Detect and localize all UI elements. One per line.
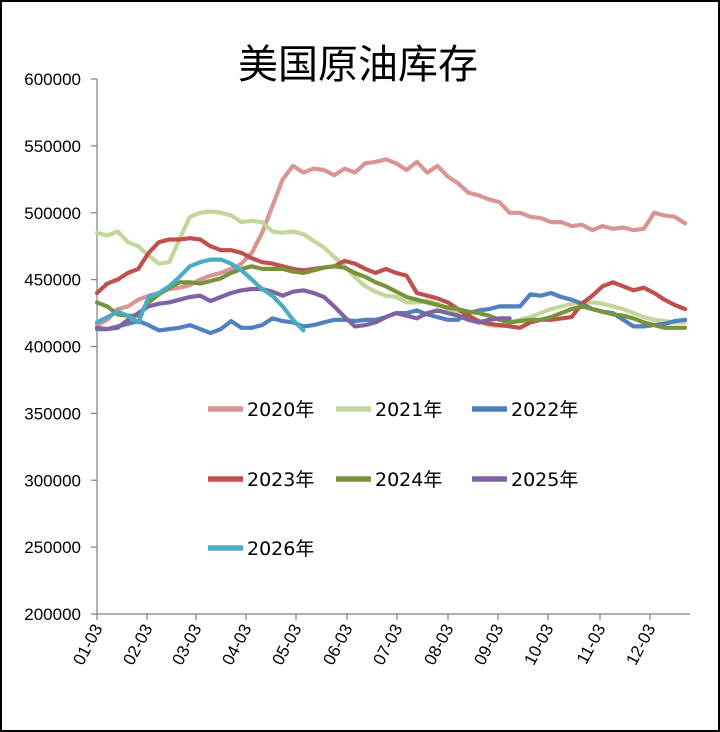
legend-label-4: 2024年 [375, 469, 442, 491]
x-tick-label: 03-03 [168, 621, 205, 668]
x-tick-label: 07-03 [369, 621, 406, 668]
y-tick-label: 250000 [24, 538, 81, 557]
y-tick-label: 300000 [24, 471, 81, 490]
legend-label-6: 2026年 [247, 538, 314, 560]
x-tick-label: 10-03 [520, 621, 557, 668]
series-line-4 [94, 264, 688, 330]
x-tick-label: 11-03 [573, 621, 610, 667]
x-ticks: 01-03 02-03 03-03 04-03 05-03 06-03 07-03 08-03… [69, 614, 660, 668]
legend-label-3: 2023年 [247, 469, 314, 491]
x-tick-label: 12-03 [622, 621, 659, 668]
y-ticks: 600000 550000 500000 450000 400000 350000 3000… [24, 70, 97, 624]
series-line-1 [94, 209, 688, 329]
chart-title: 美国原油库存 [238, 42, 478, 88]
legend-label-1: 2021年 [375, 399, 442, 421]
y-tick-label: 400000 [24, 338, 81, 357]
series-line-5 [94, 286, 512, 332]
x-tick-label: 06-03 [319, 621, 356, 668]
legend-label-5: 2025年 [511, 469, 578, 491]
y-tick-label: 200000 [24, 605, 81, 624]
series-line-3 [94, 236, 688, 330]
y-tick-label: 500000 [24, 204, 81, 223]
legend-label-0: 2020年 [247, 399, 314, 421]
x-tick-label: 08-03 [420, 621, 457, 668]
legend-label-2: 2022年 [511, 399, 578, 421]
x-tick-label: 09-03 [470, 621, 507, 668]
series-line-6 [94, 257, 306, 333]
x-tick-label: 01-03 [69, 621, 106, 668]
x-tick-label: 04-03 [218, 621, 255, 668]
legend: 2020年 2021年 2022年 2023年 2024年 2025年 2026年 [208, 399, 578, 560]
y-tick-label: 600000 [24, 70, 81, 89]
y-tick-label: 550000 [24, 137, 81, 156]
x-tick-label: 02-03 [119, 621, 156, 668]
series-group [94, 157, 688, 336]
y-tick-label: 350000 [24, 404, 81, 423]
x-tick-label: 05-03 [268, 621, 305, 668]
y-tick-label: 450000 [24, 271, 81, 290]
